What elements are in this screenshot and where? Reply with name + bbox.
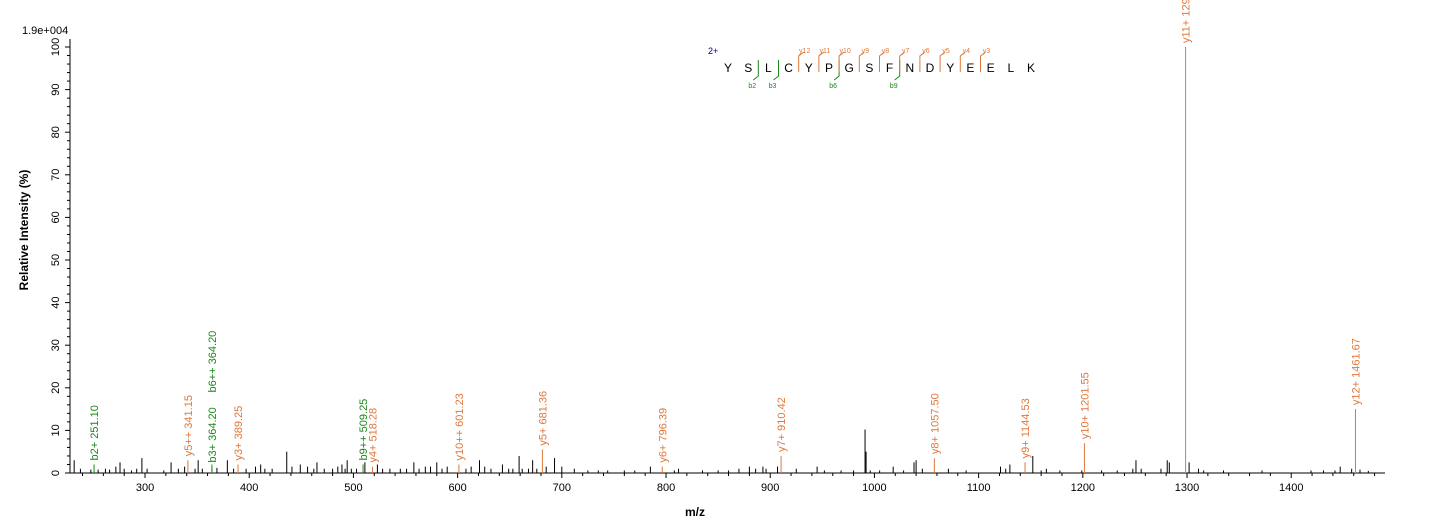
peak-label: b6++ 364.20 xyxy=(207,331,219,393)
sequence-residue: L xyxy=(1007,61,1014,75)
y-ion-bracket xyxy=(939,51,946,72)
b-ion-label: b6 xyxy=(829,83,837,90)
precursor-charge: 2+ xyxy=(708,46,718,56)
x-tick-label: 1000 xyxy=(862,482,886,494)
intensity-scale-label: 1.9e+004 xyxy=(22,25,68,37)
x-tick-label: 1400 xyxy=(1279,482,1303,494)
x-tick-label: 500 xyxy=(344,482,362,494)
y-ion-label: y10 xyxy=(839,48,850,55)
y-tick-label: 90 xyxy=(50,83,62,95)
y-ion-bracket xyxy=(858,51,865,72)
sequence-residue: E xyxy=(987,61,995,75)
x-axis-ticks: 300 400 500 600 700 800 900 1000 1100 1200 1300 140… xyxy=(82,473,1376,494)
annotated-peaks: b2+ 251.10 y5++ 341.15 b3+ 364.20 b6++ 364.… xyxy=(89,0,1362,473)
y-tick-label: 40 xyxy=(50,296,62,308)
x-tick-label: 1200 xyxy=(1071,482,1095,494)
y-ion-bracket xyxy=(899,51,906,72)
y-ion-label: y8 xyxy=(882,48,890,55)
peak-label: y10++ 601.23 xyxy=(454,393,466,460)
y-tick-label: 30 xyxy=(50,339,62,351)
b-ion-bracket xyxy=(773,60,779,81)
y-ion-label: y6 xyxy=(922,48,930,55)
y-tick-label: 10 xyxy=(50,424,62,436)
b-ion-label: b3 xyxy=(769,83,777,90)
peak-label: y5+ 681.36 xyxy=(537,391,549,446)
y-ion-label: y12 xyxy=(799,48,810,55)
x-tick-label: 700 xyxy=(553,482,571,494)
sequence-residue: S xyxy=(744,61,752,75)
y-ion-label: y11 xyxy=(820,48,831,55)
axes xyxy=(69,39,1385,474)
sequence-residue: F xyxy=(886,61,893,75)
sequence-residue: L xyxy=(765,61,772,75)
y-ion-bracket xyxy=(798,51,805,72)
y-tick-label: 0 xyxy=(50,470,62,476)
x-tick-label: 300 xyxy=(136,482,154,494)
x-tick-label: 900 xyxy=(761,482,779,494)
y-tick-label: 80 xyxy=(50,126,62,138)
sequence-residue: P xyxy=(825,61,833,75)
sequence-residue: Y xyxy=(805,61,813,75)
sequence-residue: Y xyxy=(724,61,732,75)
b-ion-label: b2 xyxy=(748,83,756,90)
y-tick-label: 20 xyxy=(50,382,62,394)
y-ion-bracket xyxy=(838,51,845,72)
y-tick-label: 70 xyxy=(50,169,62,181)
peak-label: b3+ 364.20 xyxy=(207,407,219,462)
x-tick-label: 600 xyxy=(448,482,466,494)
x-axis-title: m/z xyxy=(685,505,705,519)
y-ion-bracket xyxy=(879,51,885,72)
y-tick-label: 100 xyxy=(50,38,62,56)
sequence-residue: G xyxy=(845,61,854,75)
y-ion-label: y7 xyxy=(902,48,910,55)
x-tick-label: 800 xyxy=(657,482,675,494)
y-ion-label: y4 xyxy=(963,48,971,55)
y-tick-label: 60 xyxy=(50,211,62,223)
sequence-residue: E xyxy=(966,61,974,75)
y-ion-label: y5 xyxy=(942,48,950,55)
peak-label: y5++ 341.15 xyxy=(183,395,195,456)
x-tick-label: 1100 xyxy=(967,482,991,494)
peak-label: b2+ 251.10 xyxy=(89,405,101,460)
peak-label: y10+ 1201.55 xyxy=(1079,372,1091,439)
peak-label: y9+ 1144.53 xyxy=(1020,398,1032,458)
sequence-residue: N xyxy=(905,61,914,75)
y-tick-label: 50 xyxy=(50,254,62,266)
y-ion-label: y9 xyxy=(862,48,870,55)
b-ion-bracket xyxy=(752,60,759,81)
peak-label: y6+ 796.39 xyxy=(657,408,669,463)
y-ion-label: y3 xyxy=(983,48,991,55)
unassigned-peaks xyxy=(73,429,1369,473)
b-ion-bracket xyxy=(894,60,901,81)
b-ion-label: b9 xyxy=(890,83,898,90)
x-tick-label: 400 xyxy=(240,482,258,494)
peak-label: y3+ 389.25 xyxy=(233,406,245,461)
peak-label: y4+ 518.28 xyxy=(367,408,379,463)
b-ion-bracket xyxy=(833,60,840,81)
y-axis-title: Relative Intensity (%) xyxy=(17,170,31,291)
peak-label: y7+ 910.42 xyxy=(776,397,788,452)
peak-label: y8+ 1057.50 xyxy=(929,393,941,454)
sequence-residue: S xyxy=(865,61,873,75)
peak-label: y12+ 1461.67 xyxy=(1350,338,1362,405)
sequence-residue: D xyxy=(926,61,935,75)
sequence-residue: C xyxy=(784,61,793,75)
x-tick-label: 1300 xyxy=(1175,482,1199,494)
peak-label: y11+ 1298.61 xyxy=(1181,0,1193,43)
sequence-residue: Y xyxy=(946,61,954,75)
y-ion-bracket xyxy=(818,51,825,72)
y-axis-ticks: 0 10 20 30 40 50 60 70 80 90 100 xyxy=(50,38,70,476)
y-ion-bracket xyxy=(980,51,986,72)
y-ion-bracket xyxy=(919,51,926,72)
y-ion-bracket xyxy=(959,51,966,72)
peak-label: b9++ 509.25 xyxy=(358,399,370,461)
sequence-residue: K xyxy=(1027,61,1035,75)
